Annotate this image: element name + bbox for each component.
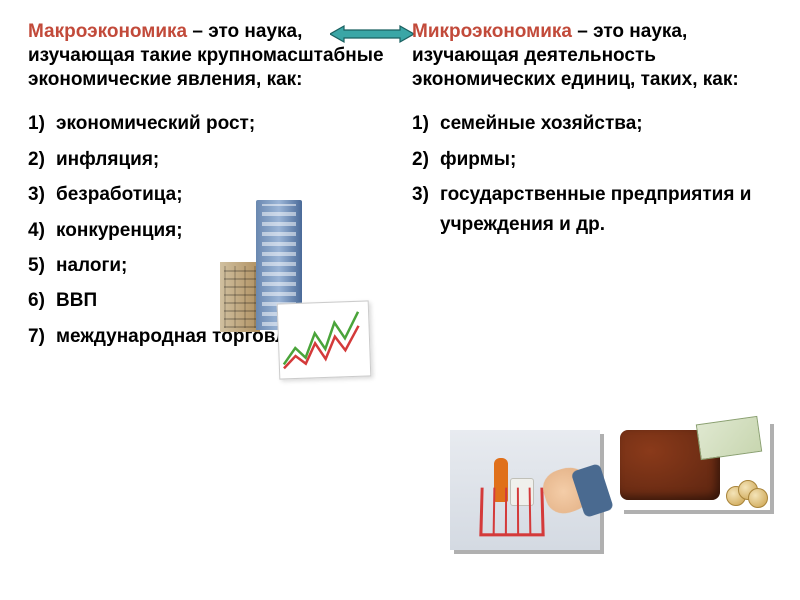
coins-icon: [726, 478, 770, 506]
slide: Макроэкономика – это наука, изучающая та…: [0, 0, 800, 600]
shopping-cart-illustration: [450, 430, 600, 550]
list-item: 2)инфляция;: [28, 145, 388, 174]
micro-term: Микроэкономика: [412, 21, 572, 42]
cart-icon: [479, 488, 544, 537]
list-item: 1)семейные хозяйства;: [412, 109, 772, 138]
banknote-icon: [696, 416, 762, 460]
macro-definition: Макроэкономика – это наука, изучающая та…: [28, 20, 388, 91]
building-chart-illustration: [210, 190, 390, 390]
list-item: 1)экономический рост;: [28, 109, 388, 138]
micro-column: Микроэкономика – это наука, изучающая де…: [412, 20, 772, 357]
building-small-icon: [220, 262, 260, 332]
columns: Макроэкономика – это наука, изучающая та…: [28, 20, 772, 357]
list-item: 3)государственные предприятия и учрежден…: [412, 180, 772, 239]
micro-definition: Микроэкономика – это наука, изучающая де…: [412, 20, 772, 91]
hand-icon: [538, 462, 597, 519]
line-chart-icon: [277, 300, 372, 379]
macro-term: Макроэкономика: [28, 21, 187, 42]
wallet-money-illustration: [620, 420, 770, 510]
list-item: 2)фирмы;: [412, 145, 772, 174]
micro-list: 1)семейные хозяйства; 2)фирмы; 3)государ…: [412, 109, 772, 239]
